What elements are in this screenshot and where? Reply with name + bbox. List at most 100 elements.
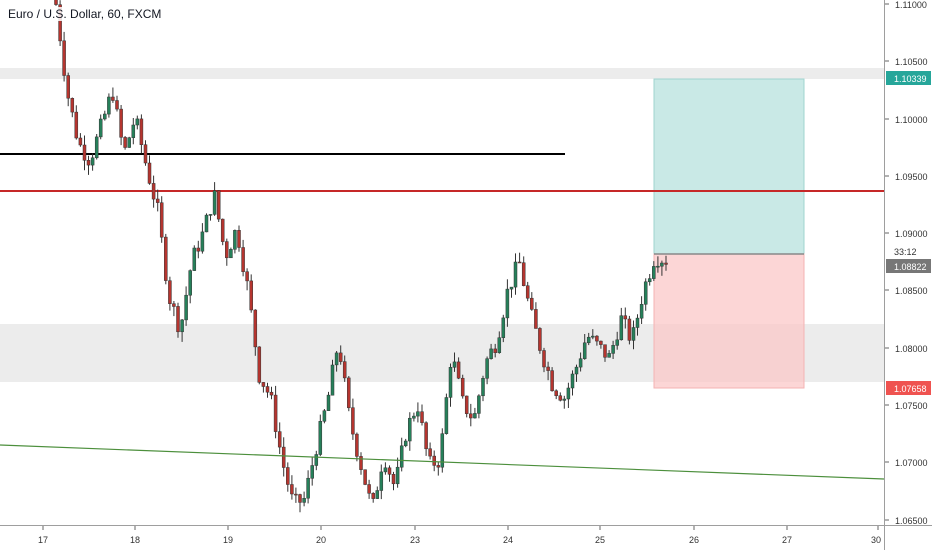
candle-down <box>363 469 367 485</box>
candle-up <box>318 421 323 455</box>
candle-up <box>188 270 192 296</box>
candle-up <box>448 367 453 398</box>
candle-down <box>269 391 274 396</box>
candle-down <box>66 75 70 99</box>
candle-down <box>62 40 66 76</box>
candle-down <box>286 467 290 485</box>
candle-down <box>115 100 119 110</box>
candle-up <box>513 261 518 288</box>
candle-up <box>481 378 485 397</box>
candle-up <box>452 361 457 368</box>
candle-down <box>281 446 286 468</box>
candle-up <box>306 477 310 499</box>
candle-up <box>505 288 510 319</box>
candle-up <box>408 417 412 442</box>
candle-down <box>355 433 359 457</box>
candle-down <box>558 395 563 401</box>
candle-down <box>196 247 201 252</box>
time-label: 25 <box>595 535 605 545</box>
candle-down <box>290 484 294 495</box>
countdown-badge: 33:12 <box>894 247 917 257</box>
candle-down <box>147 162 152 184</box>
candle-down <box>546 366 550 371</box>
green-trendline[interactable] <box>0 444 885 480</box>
price-axis[interactable]: 1.11000 1.10500 1.10000 1.09500 1.09000 … <box>885 0 928 526</box>
candle-up <box>200 231 205 252</box>
candles-group <box>54 0 668 513</box>
candle-up <box>440 433 445 468</box>
candle-down <box>216 190 221 220</box>
candle-down <box>469 413 473 419</box>
candle-up <box>127 137 131 148</box>
candle-down <box>530 297 534 310</box>
candle-down <box>86 160 91 166</box>
candle-down <box>176 306 180 333</box>
candle-down <box>261 382 266 387</box>
candle-down <box>391 474 396 485</box>
candle-up <box>574 366 579 375</box>
price-label: 1.06500 <box>895 516 928 526</box>
candle-up <box>103 113 107 120</box>
candle-down <box>436 465 441 468</box>
candle-down <box>464 395 469 414</box>
time-axis[interactable]: 17 18 19 20 23 24 25 26 27 30 <box>38 526 881 545</box>
time-label: 30 <box>871 535 881 545</box>
candle-up <box>212 190 217 215</box>
candle-down <box>371 493 375 499</box>
candle-up <box>208 214 213 216</box>
candle-up <box>326 394 331 411</box>
candle-down <box>257 346 262 383</box>
candle-up <box>98 118 103 138</box>
candle-down <box>155 198 160 203</box>
candle-down <box>554 390 558 396</box>
candle-up <box>643 281 648 305</box>
candle-up <box>322 410 327 422</box>
candle-down <box>359 456 363 470</box>
target-zone[interactable] <box>653 78 805 255</box>
candle-up <box>611 345 615 354</box>
candle-up <box>607 353 611 358</box>
candle-down <box>143 144 148 164</box>
candle-up <box>180 319 184 333</box>
candle-up <box>656 265 660 268</box>
candle-up <box>94 136 99 159</box>
candle-down <box>424 422 428 450</box>
candle-down <box>432 455 436 466</box>
price-label: 1.07500 <box>895 401 928 411</box>
candle-up <box>375 490 380 499</box>
candle-down <box>159 202 164 238</box>
candle-down <box>298 494 302 503</box>
time-axis-bg[interactable] <box>0 526 884 550</box>
price-label: 1.10500 <box>895 57 928 67</box>
candle-up <box>90 157 95 166</box>
price-label: 1.08500 <box>895 286 928 296</box>
candle-down <box>347 377 351 409</box>
price-label: 1.08000 <box>895 344 928 354</box>
candle-up <box>631 327 636 341</box>
candle-down <box>220 218 225 242</box>
candle-down <box>627 318 632 341</box>
symbol-title[interactable]: Euro / U.S. Dollar, 60, FXCM <box>6 7 164 21</box>
candle-down <box>387 467 392 475</box>
stop-zone[interactable] <box>653 253 805 389</box>
candle-up <box>184 294 188 321</box>
target-price-label: 1.10339 <box>894 74 927 84</box>
candle-up <box>615 339 619 346</box>
candle-up <box>399 445 404 468</box>
time-label: 18 <box>130 535 140 545</box>
candle-down <box>599 340 603 345</box>
candle-down <box>277 431 282 448</box>
price-label: 1.09000 <box>895 229 928 239</box>
candle-up <box>619 315 624 341</box>
target-price-badge: 1.10339 <box>886 71 931 85</box>
candle-up <box>416 411 420 417</box>
candle-up <box>639 304 644 319</box>
candle-down <box>550 370 554 392</box>
last-price-label: 1.08822 <box>894 262 927 272</box>
stop-price-badge: 1.07658 <box>886 381 931 395</box>
candle-up <box>578 358 583 368</box>
price-label: 1.10000 <box>895 115 928 125</box>
time-label: 23 <box>410 535 420 545</box>
